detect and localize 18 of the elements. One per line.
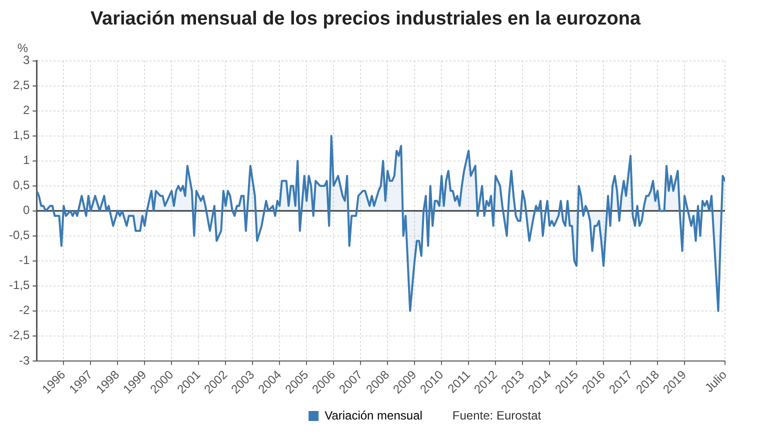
y-tick-label: 2 xyxy=(22,103,30,118)
y-tick-label: -1,5 xyxy=(8,278,30,292)
y-tick-label: 1,5 xyxy=(12,128,30,142)
y-tick-label: 2,5 xyxy=(12,78,30,92)
legend-label: Variación mensual xyxy=(324,408,422,422)
y-tick-label: 1 xyxy=(22,153,30,168)
y-tick-label: 3 xyxy=(22,53,30,68)
y-tick-label: -0,5 xyxy=(8,228,30,242)
y-tick-label: -2,5 xyxy=(8,328,30,342)
source-note: Fuente: Eurostat xyxy=(452,408,542,422)
y-tick-label: 0,5 xyxy=(12,178,30,192)
y-tick-label: -3 xyxy=(19,353,30,368)
x-tick-label: Julio xyxy=(702,367,730,395)
chart-title: Variación mensual de los precios industriales en la eurozona xyxy=(90,8,641,30)
y-axis-title: % xyxy=(17,41,28,56)
y-tick-label: -1 xyxy=(19,253,30,268)
y-tick-label: -2 xyxy=(19,303,30,318)
y-tick-label: 0 xyxy=(22,203,30,218)
